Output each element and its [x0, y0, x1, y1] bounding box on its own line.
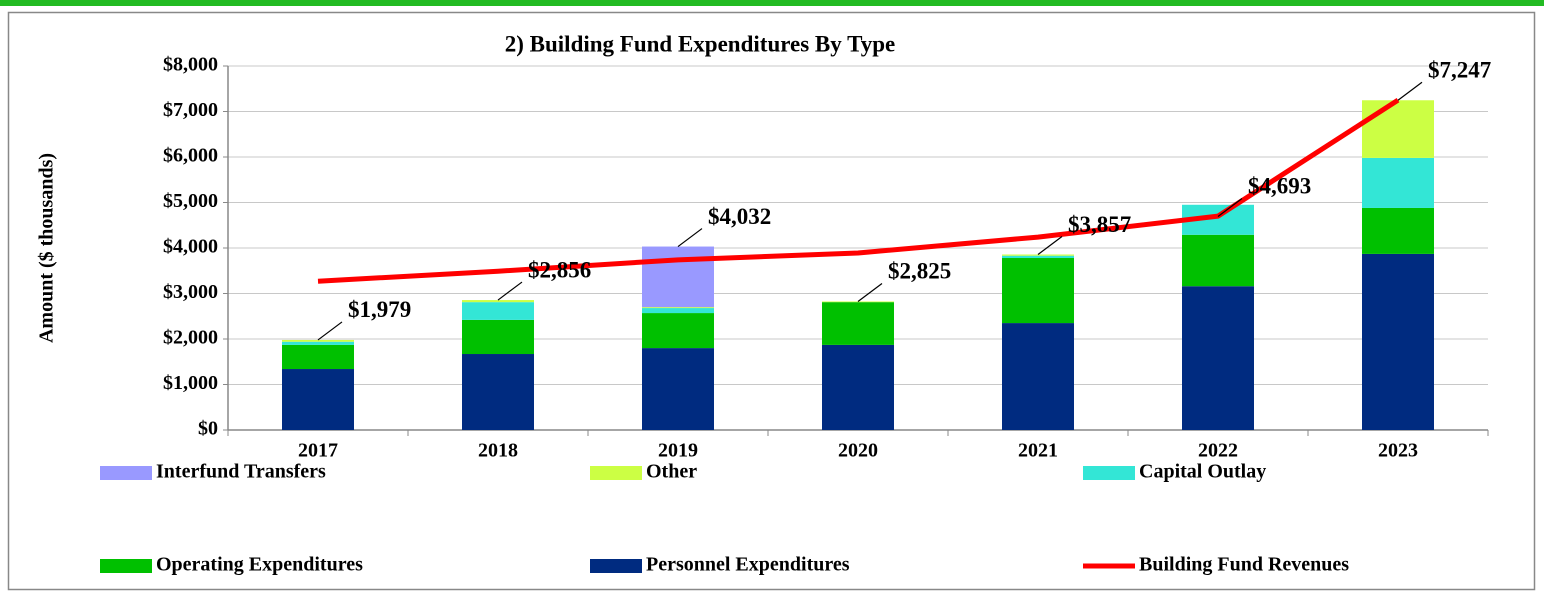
bar-segment	[1362, 157, 1434, 208]
y-tick-label: $8,000	[163, 54, 218, 76]
bar-segment	[642, 313, 714, 349]
y-axis-title: Amount ($ thousands)	[36, 153, 58, 343]
bar-segment	[1182, 286, 1254, 430]
bar-segment	[822, 344, 894, 430]
y-tick-label: $1,000	[163, 372, 218, 394]
y-tick-label: $4,000	[163, 236, 218, 258]
y-tick-label: $0	[198, 418, 218, 440]
legend-swatch	[100, 466, 152, 480]
legend-swatch	[590, 466, 642, 480]
x-tick-label: 2020	[838, 440, 878, 462]
total-label: $7,247	[1428, 58, 1491, 83]
bar-segment	[1002, 323, 1074, 430]
y-tick-label: $2,000	[163, 327, 218, 349]
legend-swatch	[1083, 466, 1135, 480]
legend-label: Personnel Expenditures	[646, 554, 850, 576]
bar-segment	[642, 348, 714, 430]
total-label: $1,979	[348, 297, 411, 322]
bar-segment	[1362, 100, 1434, 158]
legend-swatch	[100, 559, 152, 573]
y-tick-label: $5,000	[163, 190, 218, 212]
bar-segment	[822, 302, 894, 345]
bar-segment	[282, 341, 354, 345]
top-border	[0, 0, 1544, 6]
total-label: $4,032	[708, 204, 771, 229]
bar-segment	[282, 344, 354, 370]
y-tick-label: $3,000	[163, 281, 218, 303]
x-tick-label: 2022	[1198, 440, 1238, 462]
bar-segment	[282, 339, 354, 342]
bar-segment	[462, 354, 534, 430]
x-tick-label: 2023	[1378, 440, 1418, 462]
legend-label: Operating Expenditures	[156, 554, 363, 576]
legend-swatch	[590, 559, 642, 573]
y-tick-label: $6,000	[163, 145, 218, 167]
bar-segment	[462, 300, 534, 303]
legend-label: Capital Outlay	[1139, 461, 1266, 483]
chart-frame	[7, 11, 1536, 591]
x-tick-label: 2017	[298, 440, 338, 462]
legend-label: Interfund Transfers	[156, 461, 326, 483]
total-label: $3,857	[1068, 212, 1131, 237]
legend-label: Other	[646, 461, 697, 483]
bar-segment	[1362, 207, 1434, 254]
label-leader	[497, 281, 523, 301]
bar-segment	[1182, 234, 1254, 287]
x-tick-label: 2021	[1018, 440, 1058, 462]
label-leader	[857, 282, 883, 302]
bar-segment	[822, 301, 894, 303]
bar-segment	[1002, 254, 1074, 256]
bar-segment	[642, 246, 714, 308]
bar-segment	[282, 369, 354, 430]
label-leader	[317, 321, 343, 341]
total-label: $4,693	[1248, 174, 1311, 199]
bar-segment	[642, 307, 714, 309]
x-tick-label: 2018	[478, 440, 518, 462]
bar-segment	[1002, 258, 1074, 324]
bar-segment	[462, 319, 534, 355]
label-leader	[1217, 197, 1243, 217]
legend-label: Building Fund Revenues	[1139, 554, 1349, 576]
bar-segment	[1362, 253, 1434, 430]
total-label: $2,856	[528, 257, 591, 282]
label-leader	[1397, 81, 1423, 101]
bar-segment	[1002, 255, 1074, 259]
x-tick-label: 2019	[658, 440, 698, 462]
label-leader	[677, 228, 703, 248]
total-label: $2,825	[888, 259, 951, 284]
bar-segment	[642, 308, 714, 314]
label-leader	[1037, 236, 1063, 255]
bar-segment	[462, 302, 534, 320]
y-tick-label: $7,000	[163, 99, 218, 121]
chart-title: 2) Building Fund Expenditures By Type	[505, 31, 896, 56]
